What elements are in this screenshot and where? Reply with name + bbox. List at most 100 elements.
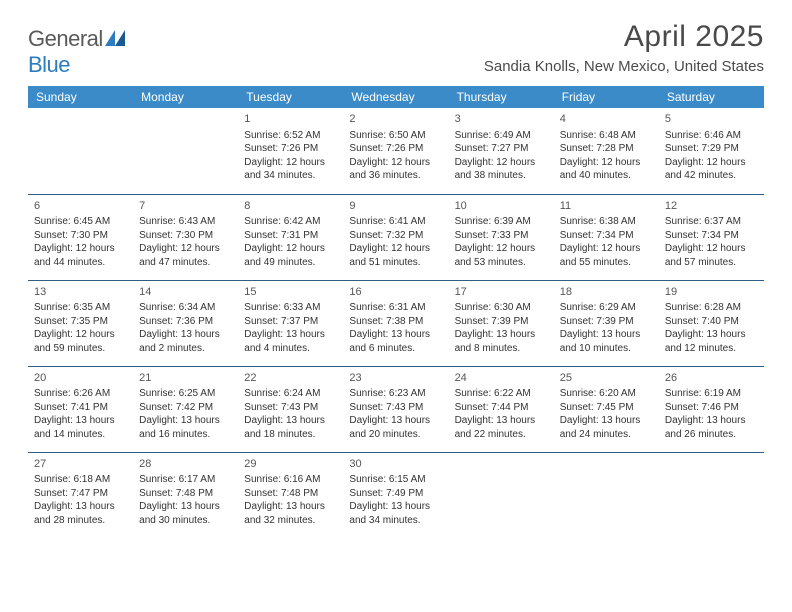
calendar-week-row: 27Sunrise: 6:18 AMSunset: 7:47 PMDayligh…	[28, 452, 764, 538]
daylight-text: Daylight: 13 hours and 4 minutes.	[244, 328, 337, 355]
day-number: 14	[139, 285, 232, 300]
sunset-text: Sunset: 7:36 PM	[139, 315, 232, 329]
brand-logo: GeneralBlue	[28, 20, 125, 78]
calendar-page: GeneralBlue April 2025 Sandia Knolls, Ne…	[0, 0, 792, 538]
calendar-cell: 14Sunrise: 6:34 AMSunset: 7:36 PMDayligh…	[133, 280, 238, 366]
day-number: 17	[455, 285, 548, 300]
sunrise-text: Sunrise: 6:35 AM	[34, 301, 127, 315]
daylight-text: Daylight: 12 hours and 51 minutes.	[349, 242, 442, 269]
day-number: 6	[34, 199, 127, 214]
calendar-cell: 4Sunrise: 6:48 AMSunset: 7:28 PMDaylight…	[554, 108, 659, 194]
sunset-text: Sunset: 7:46 PM	[665, 401, 758, 415]
sunrise-text: Sunrise: 6:45 AM	[34, 215, 127, 229]
calendar-cell: 5Sunrise: 6:46 AMSunset: 7:29 PMDaylight…	[659, 108, 764, 194]
daylight-text: Daylight: 12 hours and 53 minutes.	[455, 242, 548, 269]
sunrise-text: Sunrise: 6:41 AM	[349, 215, 442, 229]
daylight-text: Daylight: 13 hours and 28 minutes.	[34, 500, 127, 527]
sunset-text: Sunset: 7:34 PM	[665, 229, 758, 243]
location-text: Sandia Knolls, New Mexico, United States	[484, 58, 764, 75]
sunset-text: Sunset: 7:29 PM	[665, 142, 758, 156]
sunrise-text: Sunrise: 6:43 AM	[139, 215, 232, 229]
calendar-cell: 24Sunrise: 6:22 AMSunset: 7:44 PMDayligh…	[449, 366, 554, 452]
brand-part2: Blue	[28, 52, 70, 77]
sunset-text: Sunset: 7:47 PM	[34, 487, 127, 501]
sunrise-text: Sunrise: 6:24 AM	[244, 387, 337, 401]
brand-mark-icon	[105, 26, 125, 51]
sunrise-text: Sunrise: 6:16 AM	[244, 473, 337, 487]
sunset-text: Sunset: 7:28 PM	[560, 142, 653, 156]
sunrise-text: Sunrise: 6:17 AM	[139, 473, 232, 487]
calendar-cell: 20Sunrise: 6:26 AMSunset: 7:41 PMDayligh…	[28, 366, 133, 452]
dayhead-sunday: Sunday	[28, 86, 133, 108]
day-number: 29	[244, 457, 337, 472]
calendar-cell: 27Sunrise: 6:18 AMSunset: 7:47 PMDayligh…	[28, 452, 133, 538]
calendar-cell: 1Sunrise: 6:52 AMSunset: 7:26 PMDaylight…	[238, 108, 343, 194]
dayhead-thursday: Thursday	[449, 86, 554, 108]
sunrise-text: Sunrise: 6:49 AM	[455, 129, 548, 143]
calendar-cell: 28Sunrise: 6:17 AMSunset: 7:48 PMDayligh…	[133, 452, 238, 538]
daylight-text: Daylight: 13 hours and 24 minutes.	[560, 414, 653, 441]
calendar-cell: 6Sunrise: 6:45 AMSunset: 7:30 PMDaylight…	[28, 194, 133, 280]
sunrise-text: Sunrise: 6:28 AM	[665, 301, 758, 315]
sunset-text: Sunset: 7:26 PM	[349, 142, 442, 156]
day-number: 23	[349, 371, 442, 386]
day-number: 7	[139, 199, 232, 214]
calendar-week-row: 1Sunrise: 6:52 AMSunset: 7:26 PMDaylight…	[28, 108, 764, 194]
month-title: April 2025	[484, 20, 764, 54]
sunrise-text: Sunrise: 6:48 AM	[560, 129, 653, 143]
day-number: 13	[34, 285, 127, 300]
day-number: 28	[139, 457, 232, 472]
sunset-text: Sunset: 7:26 PM	[244, 142, 337, 156]
day-number: 24	[455, 371, 548, 386]
sunrise-text: Sunrise: 6:19 AM	[665, 387, 758, 401]
dayhead-wednesday: Wednesday	[343, 86, 448, 108]
day-number: 22	[244, 371, 337, 386]
calendar-cell: 8Sunrise: 6:42 AMSunset: 7:31 PMDaylight…	[238, 194, 343, 280]
calendar-cell: 7Sunrise: 6:43 AMSunset: 7:30 PMDaylight…	[133, 194, 238, 280]
calendar-week-row: 20Sunrise: 6:26 AMSunset: 7:41 PMDayligh…	[28, 366, 764, 452]
sunrise-text: Sunrise: 6:38 AM	[560, 215, 653, 229]
page-header: GeneralBlue April 2025 Sandia Knolls, Ne…	[28, 20, 764, 78]
sunset-text: Sunset: 7:43 PM	[244, 401, 337, 415]
sunrise-text: Sunrise: 6:52 AM	[244, 129, 337, 143]
daylight-text: Daylight: 13 hours and 26 minutes.	[665, 414, 758, 441]
calendar-cell: 18Sunrise: 6:29 AMSunset: 7:39 PMDayligh…	[554, 280, 659, 366]
sunrise-text: Sunrise: 6:50 AM	[349, 129, 442, 143]
day-number: 10	[455, 199, 548, 214]
calendar-cell: 30Sunrise: 6:15 AMSunset: 7:49 PMDayligh…	[343, 452, 448, 538]
calendar-cell: 17Sunrise: 6:30 AMSunset: 7:39 PMDayligh…	[449, 280, 554, 366]
day-number: 8	[244, 199, 337, 214]
sunset-text: Sunset: 7:30 PM	[139, 229, 232, 243]
daylight-text: Daylight: 13 hours and 10 minutes.	[560, 328, 653, 355]
daylight-text: Daylight: 12 hours and 38 minutes.	[455, 156, 548, 183]
calendar-cell: 13Sunrise: 6:35 AMSunset: 7:35 PMDayligh…	[28, 280, 133, 366]
sunset-text: Sunset: 7:44 PM	[455, 401, 548, 415]
day-number: 25	[560, 371, 653, 386]
brand-text: GeneralBlue	[28, 26, 125, 78]
sunrise-text: Sunrise: 6:30 AM	[455, 301, 548, 315]
day-number: 11	[560, 199, 653, 214]
calendar-cell	[133, 108, 238, 194]
day-number: 30	[349, 457, 442, 472]
sunset-text: Sunset: 7:32 PM	[349, 229, 442, 243]
daylight-text: Daylight: 13 hours and 8 minutes.	[455, 328, 548, 355]
day-number: 21	[139, 371, 232, 386]
daylight-text: Daylight: 13 hours and 32 minutes.	[244, 500, 337, 527]
sunrise-text: Sunrise: 6:31 AM	[349, 301, 442, 315]
daylight-text: Daylight: 13 hours and 30 minutes.	[139, 500, 232, 527]
sunrise-text: Sunrise: 6:33 AM	[244, 301, 337, 315]
daylight-text: Daylight: 12 hours and 44 minutes.	[34, 242, 127, 269]
daylight-text: Daylight: 13 hours and 34 minutes.	[349, 500, 442, 527]
sunrise-text: Sunrise: 6:25 AM	[139, 387, 232, 401]
day-number: 27	[34, 457, 127, 472]
sunset-text: Sunset: 7:43 PM	[349, 401, 442, 415]
sunrise-text: Sunrise: 6:18 AM	[34, 473, 127, 487]
sunrise-text: Sunrise: 6:29 AM	[560, 301, 653, 315]
daylight-text: Daylight: 13 hours and 12 minutes.	[665, 328, 758, 355]
sunset-text: Sunset: 7:41 PM	[34, 401, 127, 415]
calendar-cell: 10Sunrise: 6:39 AMSunset: 7:33 PMDayligh…	[449, 194, 554, 280]
calendar-cell: 19Sunrise: 6:28 AMSunset: 7:40 PMDayligh…	[659, 280, 764, 366]
calendar-cell: 21Sunrise: 6:25 AMSunset: 7:42 PMDayligh…	[133, 366, 238, 452]
sunset-text: Sunset: 7:27 PM	[455, 142, 548, 156]
sunset-text: Sunset: 7:45 PM	[560, 401, 653, 415]
